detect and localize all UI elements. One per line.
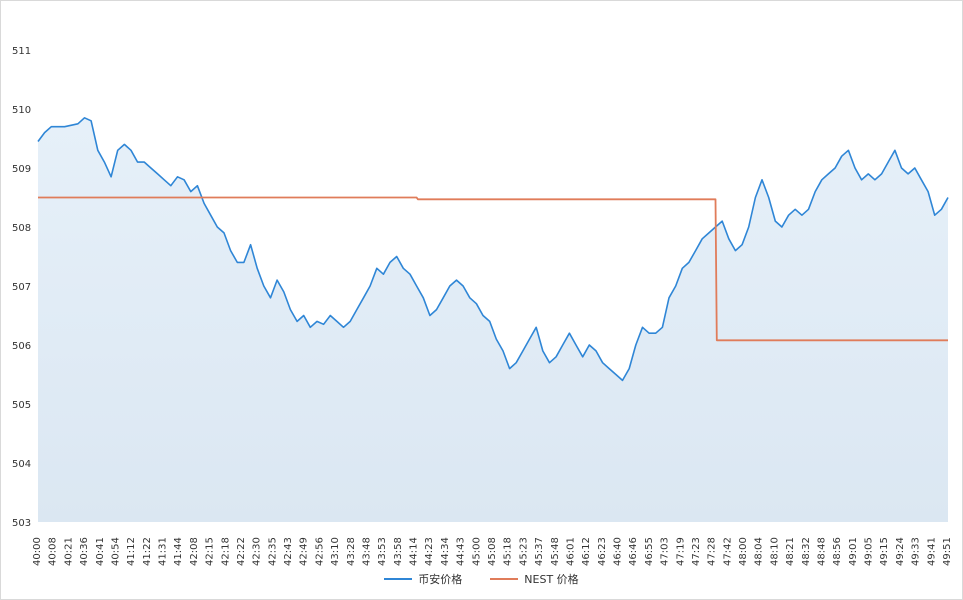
x-tick-label: 43:28 xyxy=(346,537,357,566)
x-tick-label: 49:01 xyxy=(848,537,859,566)
y-tick-label: 507 xyxy=(12,282,31,293)
y-tick-label: 503 xyxy=(12,518,31,529)
x-tick-label: 43:48 xyxy=(361,537,372,566)
x-tick-label: 42:30 xyxy=(252,537,263,566)
legend-label-nest: NEST 价格 xyxy=(524,573,579,586)
x-tick-label: 42:35 xyxy=(267,537,278,566)
x-tick-label: 49:41 xyxy=(926,537,937,566)
y-tick-label: 508 xyxy=(12,223,31,234)
legend-swatch-nest xyxy=(490,578,519,580)
x-tick-label: 42:56 xyxy=(314,537,325,566)
x-tick-label: 42:43 xyxy=(283,537,294,566)
series-area-fill xyxy=(38,117,948,523)
x-tick-label: 49:15 xyxy=(879,537,890,566)
x-tick-label: 47:42 xyxy=(722,537,733,566)
x-tick-label: 42:15 xyxy=(205,537,216,566)
x-tick-label: 49:24 xyxy=(895,537,906,566)
x-tick-label: 44:34 xyxy=(440,537,451,566)
x-tick-label: 42:49 xyxy=(299,537,310,566)
y-tick-label: 504 xyxy=(12,459,31,470)
x-tick-label: 46:23 xyxy=(597,537,608,566)
x-tick-label: 40:36 xyxy=(79,537,90,566)
legend-label-binance: 币安价格 xyxy=(418,573,463,586)
series-line-binance xyxy=(37,117,949,382)
x-tick-label: 48:00 xyxy=(738,537,749,566)
x-tick-label: 47:03 xyxy=(660,537,671,566)
x-tick-label: 47:28 xyxy=(707,537,718,566)
y-axis: 503 504 505 506 507 508 509 510 511 xyxy=(12,46,31,529)
x-tick-label: 45:18 xyxy=(503,537,514,566)
x-tick-label: 49:33 xyxy=(911,537,922,566)
x-tick-label: 41:22 xyxy=(142,537,153,566)
x-tick-label: 45:00 xyxy=(471,537,482,566)
x-tick-label: 44:23 xyxy=(424,537,435,566)
x-tick-label: 43:10 xyxy=(330,537,341,566)
x-tick-label: 40:54 xyxy=(110,537,121,566)
x-axis: 40:00 40:08 40:21 40:36 40:41 40:54 41:12 41:22… xyxy=(32,537,953,566)
x-tick-label: 49:51 xyxy=(942,537,953,566)
x-tick-label: 41:44 xyxy=(173,537,184,566)
x-tick-label: 48:32 xyxy=(801,537,812,566)
x-tick-label: 42:22 xyxy=(236,537,247,566)
x-tick-label: 48:48 xyxy=(816,537,827,566)
x-tick-label: 47:19 xyxy=(675,537,686,566)
x-tick-label: 43:53 xyxy=(377,537,388,566)
x-tick-label: 40:21 xyxy=(63,537,74,566)
x-tick-label: 44:14 xyxy=(409,537,420,566)
legend-item-binance[interactable]: 币安价格 xyxy=(384,571,462,587)
x-tick-label: 40:41 xyxy=(95,537,106,566)
x-tick-label: 46:55 xyxy=(644,537,655,566)
x-tick-label: 48:04 xyxy=(754,537,765,566)
x-tick-label: 40:00 xyxy=(32,537,43,566)
series-area xyxy=(38,117,948,523)
x-tick-label: 43:58 xyxy=(393,537,404,566)
y-tick-label: 506 xyxy=(12,341,31,352)
x-tick-label: 46:12 xyxy=(581,537,592,566)
x-tick-label: 48:10 xyxy=(769,537,780,566)
y-tick-label: 505 xyxy=(12,400,31,411)
x-tick-label: 44:43 xyxy=(456,537,467,566)
x-tick-label: 42:18 xyxy=(220,537,231,566)
x-tick-label: 48:56 xyxy=(832,537,843,566)
x-tick-label: 47:23 xyxy=(691,537,702,566)
x-tick-label: 45:08 xyxy=(487,537,498,566)
x-tick-label: 46:01 xyxy=(565,537,576,566)
x-tick-label: 45:23 xyxy=(518,537,529,566)
x-tick-label: 45:37 xyxy=(534,537,545,566)
y-tick-label: 509 xyxy=(12,164,31,175)
x-tick-label: 46:46 xyxy=(628,537,639,566)
x-tick-label: 41:31 xyxy=(158,537,169,566)
x-tick-label: 45:48 xyxy=(550,537,561,566)
series-lines xyxy=(37,117,949,382)
series-line-nest xyxy=(38,196,948,342)
legend-item-nest[interactable]: NEST 价格 xyxy=(490,571,579,587)
y-tick-label: 510 xyxy=(12,105,31,116)
y-tick-label: 511 xyxy=(12,46,31,57)
legend: 币安价格 NEST 价格 xyxy=(0,571,963,587)
x-tick-label: 49:05 xyxy=(864,537,875,566)
x-tick-label: 46:40 xyxy=(613,537,624,566)
x-tick-label: 41:12 xyxy=(126,537,137,566)
x-tick-label: 48:21 xyxy=(785,537,796,566)
legend-swatch-binance xyxy=(384,578,413,580)
x-tick-label: 40:08 xyxy=(48,537,59,566)
x-tick-label: 42:08 xyxy=(189,537,200,566)
